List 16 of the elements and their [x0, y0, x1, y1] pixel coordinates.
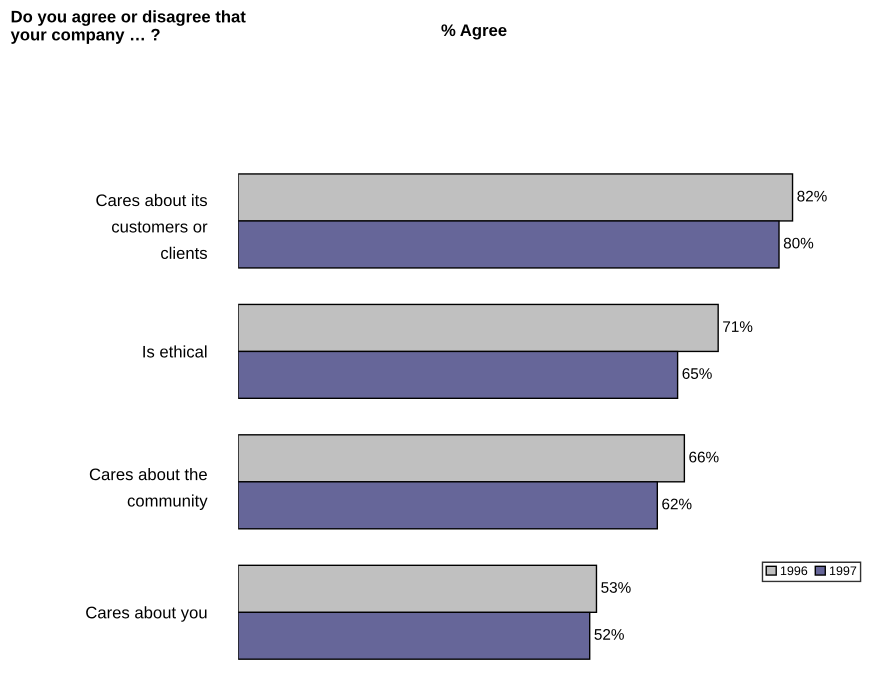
y-tick-label: Cares about you [86, 606, 206, 622]
data-label: 82% [797, 190, 827, 202]
chart-subtitle: % Agree [441, 24, 506, 40]
y-tick-label: Is ethical [143, 345, 206, 358]
data-label: 53% [601, 582, 631, 593]
y-tick-label: Cares about its customers or clients [96, 194, 208, 259]
data-label: 80% [784, 238, 814, 249]
data-label: 62% [662, 498, 692, 510]
legend-label: 1996 [780, 566, 808, 576]
data-label: 71% [723, 321, 752, 332]
legend-label: 1997 [830, 566, 856, 576]
data-label: 66% [689, 452, 719, 462]
data-label: 52% [594, 629, 624, 640]
y-tick-label: Cares about the community [90, 468, 208, 510]
chart-title: Do you agree or disagree that your company … ? [10, 10, 246, 44]
data-label: 65% [682, 368, 712, 379]
